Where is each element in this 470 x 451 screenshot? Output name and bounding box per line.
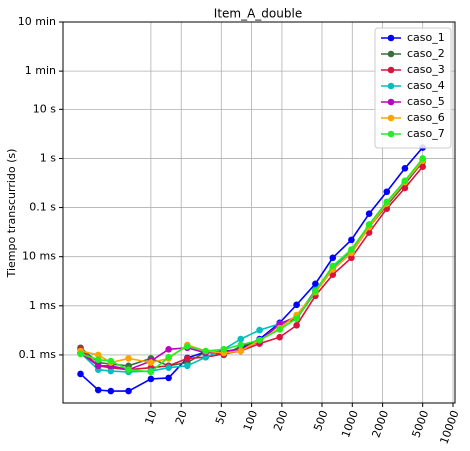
series-marker — [237, 335, 245, 343]
x-tick-label: 20 — [173, 409, 190, 427]
series-marker — [401, 177, 409, 185]
series-marker — [94, 351, 102, 359]
series-marker — [276, 333, 283, 341]
series-marker — [348, 246, 355, 253]
series-marker — [256, 326, 263, 334]
series-marker — [348, 254, 355, 262]
series-marker — [365, 221, 373, 228]
series-marker — [202, 347, 209, 355]
legend-label: caso_1 — [407, 31, 445, 44]
y-tick-label: 10 s — [33, 102, 56, 115]
legend-marker — [387, 66, 395, 74]
x-tick-label: 10 — [143, 409, 160, 427]
legend-marker — [387, 98, 395, 106]
series-marker — [165, 374, 172, 382]
series-marker — [419, 155, 426, 162]
legend-label: caso_4 — [407, 79, 445, 92]
series-marker — [383, 188, 391, 196]
series-marker — [147, 359, 155, 366]
series-marker — [107, 387, 115, 395]
series-marker — [94, 356, 102, 363]
series-marker — [293, 322, 300, 329]
series-marker — [125, 355, 132, 362]
series-marker — [365, 210, 373, 218]
series-marker — [125, 366, 132, 374]
legend-marker — [387, 50, 395, 58]
series-marker — [125, 387, 132, 395]
legend-label: caso_7 — [407, 127, 445, 140]
y-tick-label: 1 min — [25, 64, 56, 77]
series-marker — [94, 386, 102, 394]
y-tick-label: 10 min — [18, 15, 56, 28]
series-marker — [312, 280, 319, 288]
y-tick-label: 10 ms — [22, 250, 56, 263]
y-tick-label: 0.1 s — [29, 201, 56, 214]
series-marker — [383, 198, 391, 206]
series-marker — [147, 368, 155, 376]
series-line — [80, 160, 424, 364]
y-axis-label: Tiempo transcurrido (s) — [5, 149, 18, 279]
series-marker — [293, 301, 300, 309]
legend-marker — [387, 82, 395, 90]
series-marker — [419, 163, 426, 170]
series-marker — [401, 165, 409, 172]
series-marker — [329, 254, 337, 262]
series-marker — [220, 346, 228, 353]
series-marker — [77, 350, 84, 358]
y-tick-label: 1 s — [40, 151, 56, 164]
series-marker — [276, 326, 283, 333]
series-marker — [165, 353, 172, 361]
series-marker — [107, 367, 115, 375]
series-marker — [256, 336, 263, 344]
series-marker — [165, 364, 172, 371]
y-tick-label: 0.1 ms — [19, 348, 57, 361]
series-marker — [348, 236, 355, 244]
series-marker — [184, 362, 191, 370]
series-marker — [184, 355, 191, 362]
plot-frame — [62, 21, 456, 404]
series-marker — [94, 362, 102, 370]
series-marker — [77, 370, 84, 378]
legend-marker — [387, 130, 395, 138]
series-marker — [329, 262, 337, 270]
series-marker — [237, 347, 245, 355]
series-marker — [312, 287, 319, 295]
chart-title: Item_A_double — [214, 7, 302, 21]
legend-label: caso_2 — [407, 47, 445, 60]
legend-marker — [387, 34, 395, 42]
legend-label: caso_5 — [407, 95, 445, 108]
series-marker — [293, 315, 300, 322]
series-marker — [401, 184, 409, 192]
series-marker — [165, 346, 172, 353]
series-line — [80, 157, 424, 373]
x-tick-label: 50 — [213, 409, 230, 427]
series-marker — [329, 271, 337, 278]
y-tick-label: 1 ms — [29, 299, 56, 312]
series-marker — [147, 375, 155, 383]
legend-label: caso_3 — [407, 63, 445, 76]
series-marker — [184, 342, 191, 350]
series-marker — [107, 357, 115, 365]
legend-marker — [387, 114, 395, 122]
legend-label: caso_6 — [407, 111, 445, 124]
series-marker — [237, 341, 245, 349]
